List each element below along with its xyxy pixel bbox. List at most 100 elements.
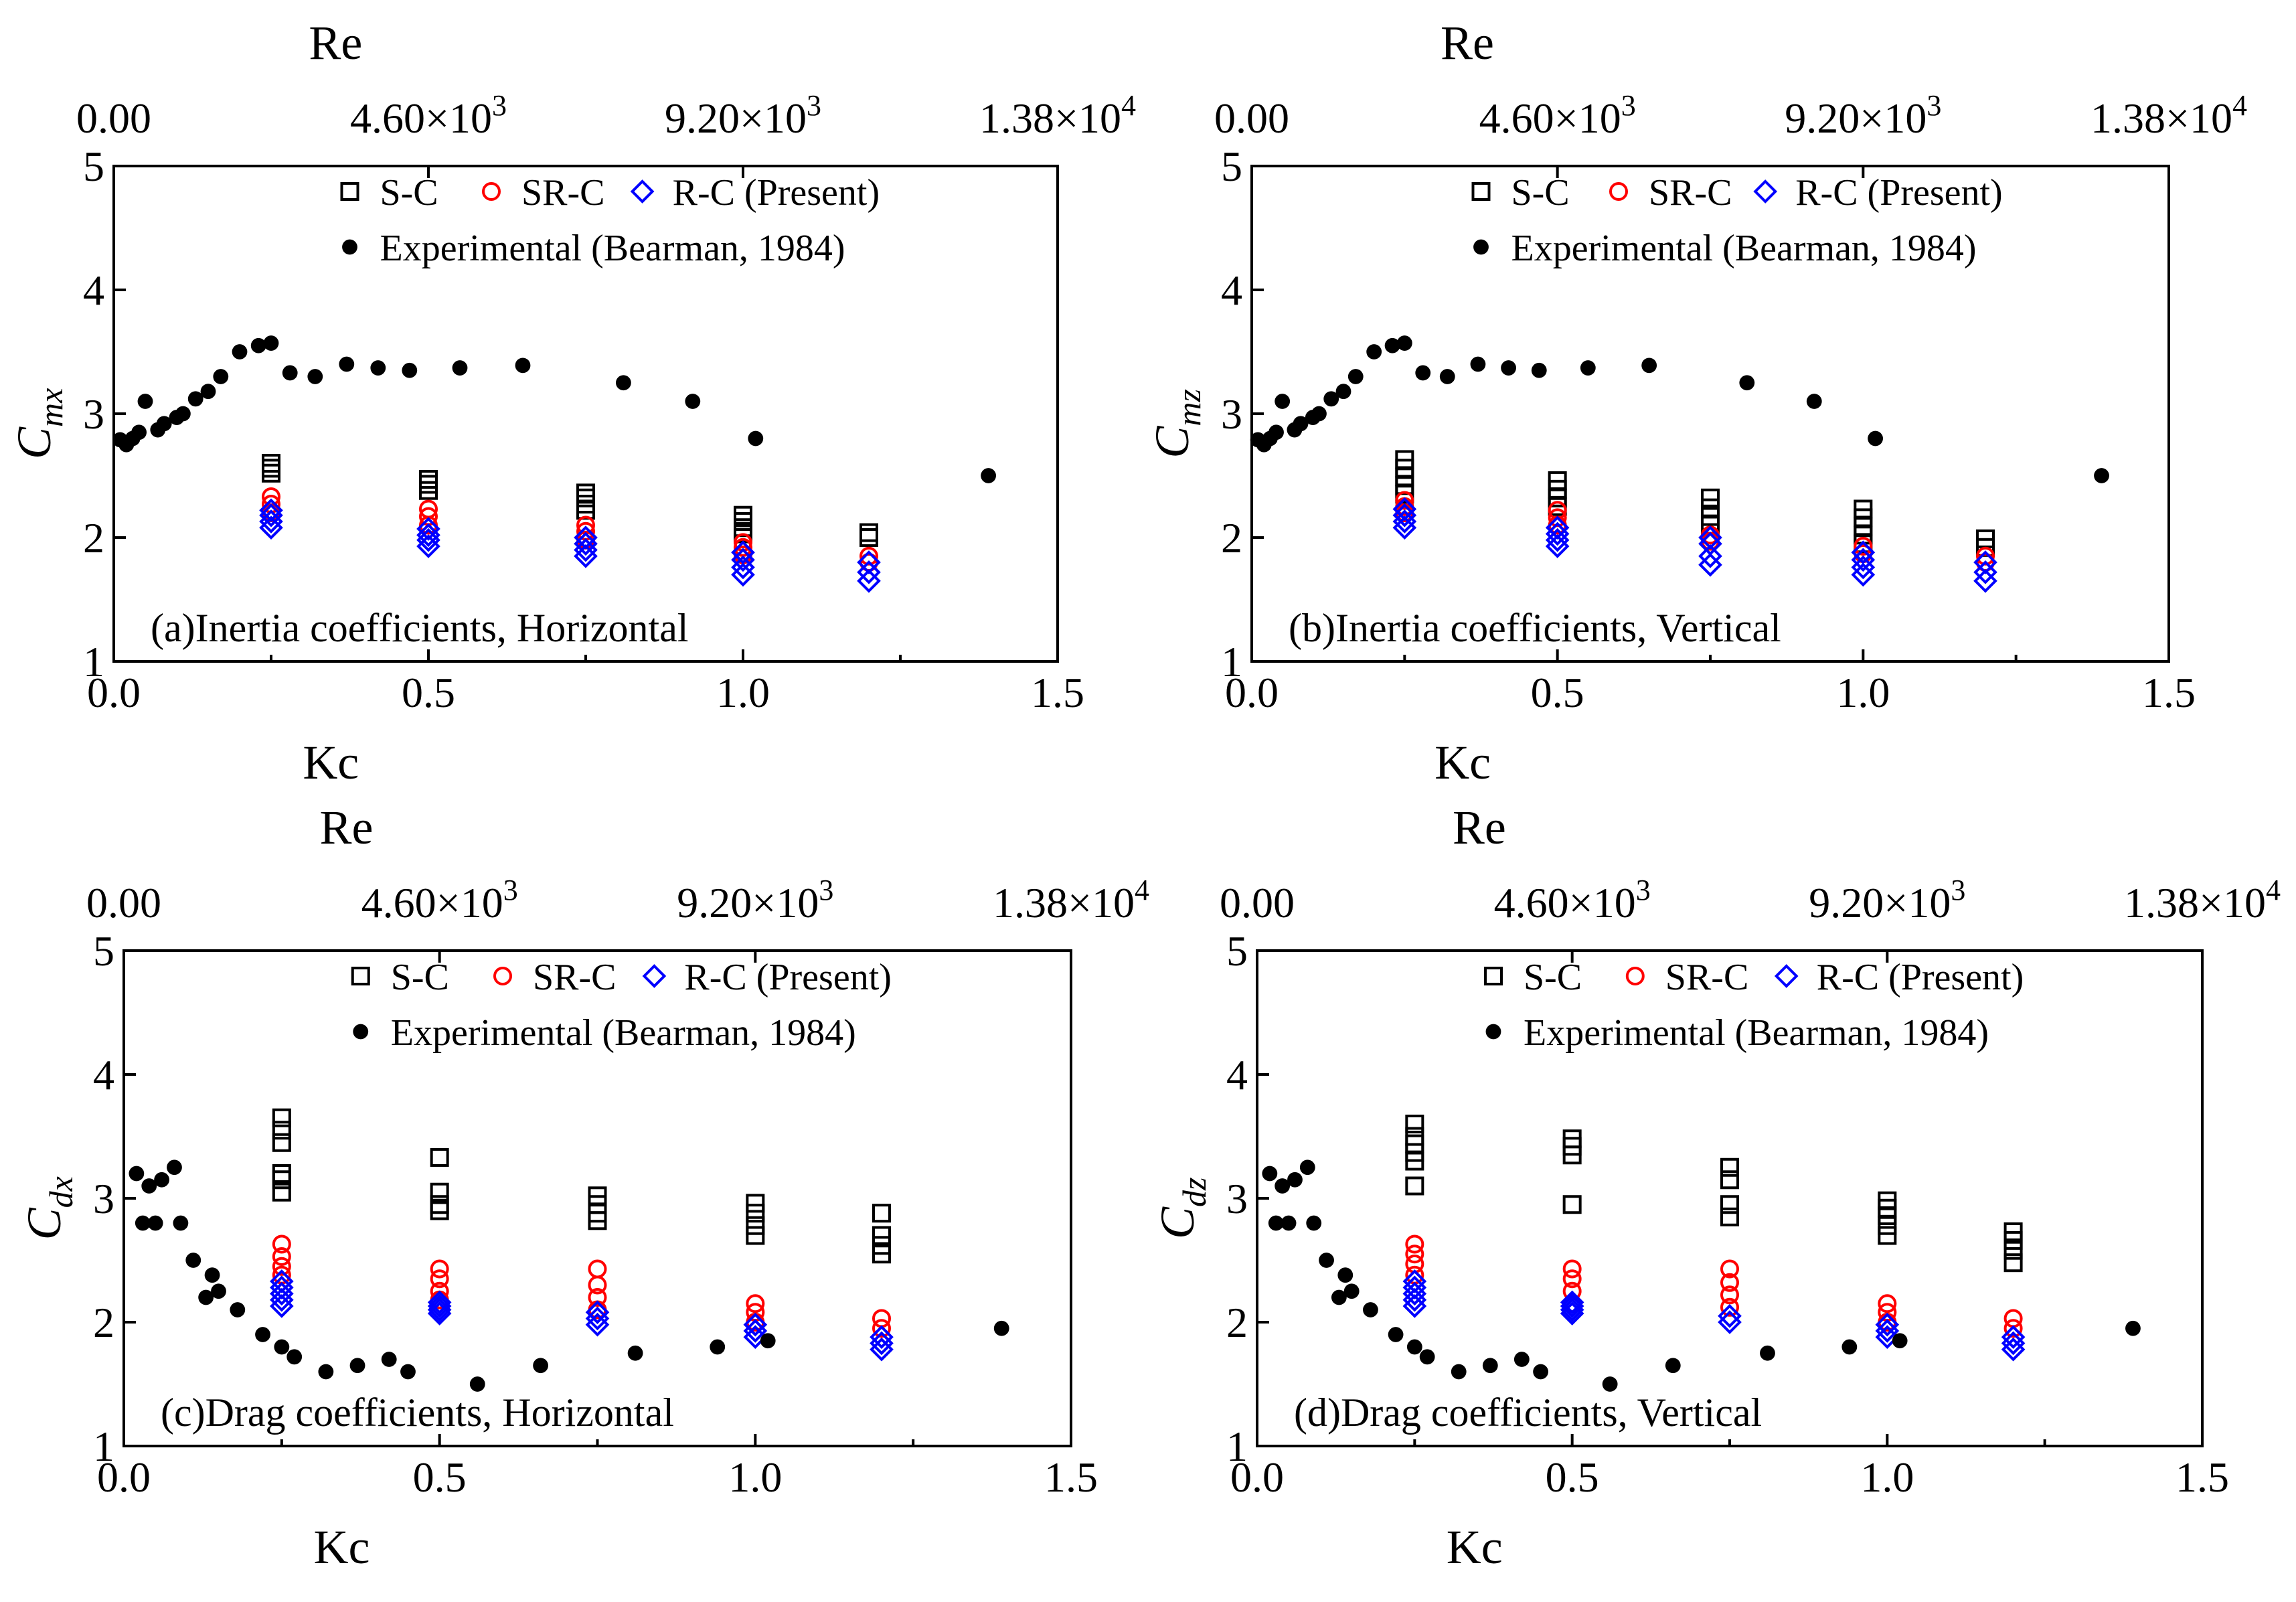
x-tick-label: 1.5 bbox=[1044, 1453, 1098, 1501]
data-point-exp bbox=[1281, 1215, 1297, 1231]
x-tick-label: 0.5 bbox=[413, 1453, 467, 1501]
re-axis-title: Re bbox=[1453, 801, 1506, 854]
data-point-rc bbox=[1698, 526, 1722, 550]
data-point-exp bbox=[1306, 1215, 1322, 1231]
re-tick-exponent: 3 bbox=[1636, 874, 1651, 906]
series-sc bbox=[262, 454, 878, 547]
data-point-sc bbox=[419, 481, 438, 500]
y-tick-label: 4 bbox=[93, 1051, 114, 1099]
data-point-src bbox=[872, 1309, 891, 1328]
data-point-rc bbox=[1698, 544, 1722, 568]
x-tick-label: 1.0 bbox=[728, 1453, 782, 1501]
legend-marker-src bbox=[493, 967, 512, 985]
y-tick-label: 5 bbox=[93, 927, 114, 975]
legend-label-exp: Experimental (Bearman, 1984) bbox=[1524, 1012, 1989, 1054]
data-point-exp bbox=[250, 337, 266, 353]
panel-label: (d)Drag coefficients, Vertical bbox=[1294, 1390, 1762, 1435]
legend-label-exp: Experimental (Bearman, 1984) bbox=[391, 1012, 856, 1054]
re-tick-label: 1.38×104 bbox=[993, 874, 1149, 927]
data-point-exp bbox=[255, 1327, 270, 1342]
data-point-rc bbox=[270, 1281, 294, 1306]
data-point-exp bbox=[349, 1358, 365, 1374]
y-axis-title-main: C bbox=[1145, 426, 1199, 459]
data-point-exp bbox=[1419, 1349, 1435, 1365]
series-rc bbox=[259, 498, 881, 593]
data-point-rc bbox=[1402, 1269, 1427, 1293]
x-tick-label: 1.5 bbox=[2176, 1453, 2229, 1501]
re-tick-mantissa: 4.60×10 bbox=[1479, 94, 1621, 142]
data-point-exp bbox=[230, 1302, 246, 1317]
x-tick-label: 0.5 bbox=[1546, 1453, 1599, 1501]
re-tick-exponent: 3 bbox=[807, 89, 821, 122]
data-point-exp bbox=[1366, 344, 1382, 359]
re-tick-label: 4.60×103 bbox=[1494, 874, 1651, 927]
data-point-exp bbox=[685, 394, 701, 409]
data-point-sc bbox=[746, 1194, 765, 1213]
data-point-exp bbox=[282, 365, 298, 381]
data-point-rc bbox=[1973, 550, 1997, 574]
data-point-src bbox=[430, 1259, 449, 1279]
data-point-rc bbox=[427, 1290, 452, 1315]
legend: S-C SR-C R-C (Present) Experimental (Bearma… bbox=[1484, 957, 2024, 1054]
re-tick-label: 9.20×103 bbox=[677, 874, 833, 927]
data-point-sc bbox=[262, 463, 280, 483]
data-point-sc bbox=[746, 1216, 765, 1235]
data-point-rc bbox=[1402, 1281, 1427, 1306]
x-tick-label: 1.0 bbox=[1860, 1453, 1914, 1501]
data-point-src bbox=[272, 1257, 291, 1276]
data-point-sc bbox=[1720, 1207, 1739, 1226]
data-point-exp bbox=[1311, 406, 1327, 422]
x-tick-label: 1.5 bbox=[1031, 669, 1084, 716]
legend-marker-sc bbox=[1484, 967, 1503, 985]
y-axis-title-main: C bbox=[7, 426, 61, 459]
data-point-sc bbox=[272, 1121, 291, 1140]
data-point-sc bbox=[1701, 488, 1720, 507]
data-point-sc bbox=[872, 1204, 891, 1223]
data-point-exp bbox=[1806, 394, 1822, 409]
data-point-exp bbox=[141, 1178, 157, 1194]
series-exp bbox=[1262, 1159, 2141, 1392]
data-point-exp bbox=[993, 1320, 1009, 1336]
data-point-sc bbox=[872, 1236, 891, 1255]
data-point-rc bbox=[743, 1312, 768, 1337]
data-point-exp bbox=[137, 394, 153, 409]
re-tick-mantissa: 9.20×10 bbox=[677, 879, 819, 927]
data-point-rc bbox=[2001, 1337, 2026, 1362]
series-sc bbox=[1405, 1115, 2023, 1273]
re-tick-exponent: 3 bbox=[1926, 89, 1941, 122]
data-point-rc bbox=[1973, 560, 1997, 584]
data-point-rc bbox=[427, 1294, 452, 1318]
data-point-rc bbox=[585, 1300, 610, 1325]
series-src bbox=[1405, 1234, 2023, 1338]
data-point-exp bbox=[156, 416, 172, 432]
legend-label-sc: S-C bbox=[1511, 172, 1570, 214]
re-tick-mantissa: 4.60×10 bbox=[350, 94, 492, 142]
data-point-exp bbox=[1268, 1215, 1284, 1231]
y-tick-label: 2 bbox=[83, 514, 104, 562]
data-point-sc bbox=[746, 1204, 765, 1223]
data-point-exp bbox=[307, 369, 323, 384]
re-tick-label: 9.20×103 bbox=[665, 89, 821, 142]
data-point-sc bbox=[1562, 1195, 1582, 1214]
series-rc bbox=[1402, 1269, 2026, 1362]
data-point-src bbox=[746, 1294, 765, 1313]
data-point-sc bbox=[419, 470, 438, 489]
data-point-rc bbox=[857, 550, 881, 574]
data-point-exp bbox=[1335, 384, 1351, 400]
data-point-exp bbox=[286, 1349, 303, 1365]
data-point-rc bbox=[416, 517, 440, 541]
data-point-sc bbox=[1854, 499, 1873, 519]
data-point-exp bbox=[1268, 424, 1284, 440]
data-point-exp bbox=[515, 357, 531, 374]
data-point-exp bbox=[1275, 1178, 1291, 1194]
data-point-exp bbox=[1501, 360, 1517, 376]
data-point-exp bbox=[1388, 1327, 1404, 1342]
data-point-src bbox=[1976, 546, 1995, 566]
re-tick-mantissa: 0.00 bbox=[86, 879, 161, 927]
data-point-rc bbox=[731, 540, 755, 565]
legend-label-src: SR-C bbox=[1665, 957, 1749, 998]
series-rc bbox=[1392, 497, 1997, 593]
x-tick-label: 0.0 bbox=[87, 669, 141, 716]
